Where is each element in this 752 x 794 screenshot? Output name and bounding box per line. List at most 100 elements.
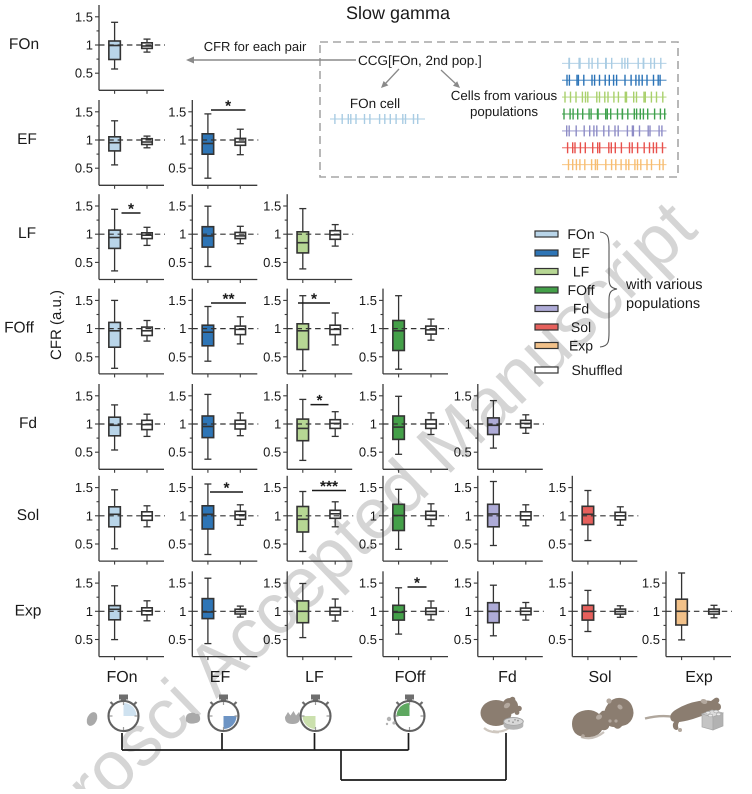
- svg-text:1.5: 1.5: [168, 293, 186, 308]
- svg-text:1: 1: [179, 321, 186, 336]
- svg-text:1.5: 1.5: [75, 480, 93, 495]
- svg-text:populations: populations: [626, 296, 700, 312]
- svg-text:1.5: 1.5: [359, 293, 377, 308]
- svg-text:1.5: 1.5: [75, 9, 93, 24]
- svg-text:LF: LF: [18, 225, 36, 242]
- svg-text:1: 1: [274, 417, 281, 432]
- svg-text:1.5: 1.5: [548, 576, 566, 591]
- svg-text:Fd: Fd: [573, 301, 589, 317]
- svg-text:1.5: 1.5: [168, 104, 186, 119]
- svg-text:FOff: FOff: [4, 320, 35, 337]
- svg-text:0.5: 0.5: [359, 632, 377, 647]
- svg-text:1: 1: [653, 604, 660, 619]
- svg-text:with various: with various: [625, 277, 703, 293]
- svg-text:0.5: 0.5: [263, 632, 281, 647]
- svg-text:*: *: [414, 575, 421, 592]
- svg-text:1.5: 1.5: [454, 388, 472, 403]
- svg-text:0.5: 0.5: [75, 445, 93, 460]
- svg-text:1.5: 1.5: [359, 576, 377, 591]
- svg-text:0.5: 0.5: [263, 445, 281, 460]
- svg-text:1.5: 1.5: [263, 293, 281, 308]
- svg-text:1: 1: [179, 604, 186, 619]
- svg-text:Fd: Fd: [498, 669, 517, 686]
- svg-text:Exp: Exp: [569, 338, 593, 354]
- svg-text:1: 1: [86, 508, 93, 523]
- svg-text:Exp: Exp: [15, 602, 42, 619]
- svg-text:1: 1: [86, 417, 93, 432]
- svg-text:Sol: Sol: [571, 319, 591, 335]
- svg-text:0.5: 0.5: [359, 349, 377, 364]
- svg-text:FOn: FOn: [106, 669, 137, 686]
- svg-text:0.5: 0.5: [454, 445, 472, 460]
- svg-text:1.5: 1.5: [642, 576, 660, 591]
- svg-text:1: 1: [274, 321, 281, 336]
- svg-text:1: 1: [86, 133, 93, 148]
- svg-text:Slow gamma: Slow gamma: [346, 3, 451, 23]
- svg-text:0.5: 0.5: [263, 537, 281, 552]
- svg-text:1: 1: [179, 133, 186, 148]
- svg-text:1.5: 1.5: [359, 480, 377, 495]
- svg-text:FOff: FOff: [568, 282, 595, 298]
- svg-text:0.5: 0.5: [548, 537, 566, 552]
- svg-text:0.5: 0.5: [75, 255, 93, 270]
- svg-text:1: 1: [370, 604, 377, 619]
- svg-text:1.5: 1.5: [75, 104, 93, 119]
- svg-text:1.5: 1.5: [548, 480, 566, 495]
- svg-text:0.5: 0.5: [548, 632, 566, 647]
- svg-text:populations: populations: [470, 104, 538, 119]
- svg-text:Sol: Sol: [588, 669, 611, 686]
- svg-text:1: 1: [86, 321, 93, 336]
- svg-text:LF: LF: [305, 669, 324, 686]
- svg-text:1: 1: [370, 508, 377, 523]
- svg-text:1.5: 1.5: [454, 576, 472, 591]
- svg-text:EF: EF: [210, 669, 231, 686]
- svg-text:0.5: 0.5: [168, 349, 186, 364]
- svg-text:1: 1: [179, 508, 186, 523]
- svg-text:1.5: 1.5: [263, 199, 281, 214]
- svg-text:1: 1: [465, 604, 472, 619]
- svg-text:FOn cell: FOn cell: [350, 96, 400, 111]
- svg-text:1: 1: [86, 38, 93, 53]
- svg-text:1.5: 1.5: [75, 576, 93, 591]
- svg-text:1.5: 1.5: [263, 388, 281, 403]
- svg-text:1.5: 1.5: [263, 576, 281, 591]
- svg-text:1.5: 1.5: [359, 388, 377, 403]
- svg-text:Fd: Fd: [19, 415, 37, 432]
- svg-text:Shuffled: Shuffled: [571, 362, 622, 378]
- svg-text:1: 1: [465, 417, 472, 432]
- svg-text:CFR (a.u.): CFR (a.u.): [48, 290, 65, 360]
- svg-text:1.5: 1.5: [168, 576, 186, 591]
- svg-text:1: 1: [86, 227, 93, 242]
- svg-text:1.5: 1.5: [75, 293, 93, 308]
- svg-text:***: ***: [320, 479, 339, 496]
- svg-text:1: 1: [179, 227, 186, 242]
- svg-text:LF: LF: [573, 264, 589, 280]
- svg-text:1: 1: [559, 508, 566, 523]
- svg-text:1: 1: [465, 508, 472, 523]
- svg-text:*: *: [311, 291, 318, 308]
- svg-text:1: 1: [179, 417, 186, 432]
- svg-text:0.5: 0.5: [75, 537, 93, 552]
- svg-text:0.5: 0.5: [168, 445, 186, 460]
- svg-text:1.5: 1.5: [454, 480, 472, 495]
- svg-text:*: *: [128, 201, 135, 218]
- svg-text:1.5: 1.5: [75, 388, 93, 403]
- svg-text:0.5: 0.5: [263, 255, 281, 270]
- svg-text:Cells from various: Cells from various: [451, 88, 558, 103]
- svg-text:FOn: FOn: [9, 36, 39, 53]
- svg-text:Sol: Sol: [17, 507, 39, 524]
- svg-text:1.5: 1.5: [75, 199, 93, 214]
- svg-text:0.5: 0.5: [263, 349, 281, 364]
- svg-text:CFR for each pair: CFR for each pair: [204, 39, 307, 54]
- svg-text:*: *: [223, 480, 230, 497]
- svg-text:0.5: 0.5: [454, 632, 472, 647]
- svg-text:1: 1: [559, 604, 566, 619]
- svg-text:0.5: 0.5: [75, 632, 93, 647]
- svg-text:0.5: 0.5: [75, 349, 93, 364]
- svg-text:0.5: 0.5: [359, 537, 377, 552]
- svg-text:0.5: 0.5: [75, 66, 93, 81]
- svg-text:EF: EF: [17, 131, 37, 148]
- svg-text:1.5: 1.5: [168, 480, 186, 495]
- svg-text:CCG[FOn, 2nd pop.]: CCG[FOn, 2nd pop.]: [358, 53, 482, 68]
- svg-text:1: 1: [274, 227, 281, 242]
